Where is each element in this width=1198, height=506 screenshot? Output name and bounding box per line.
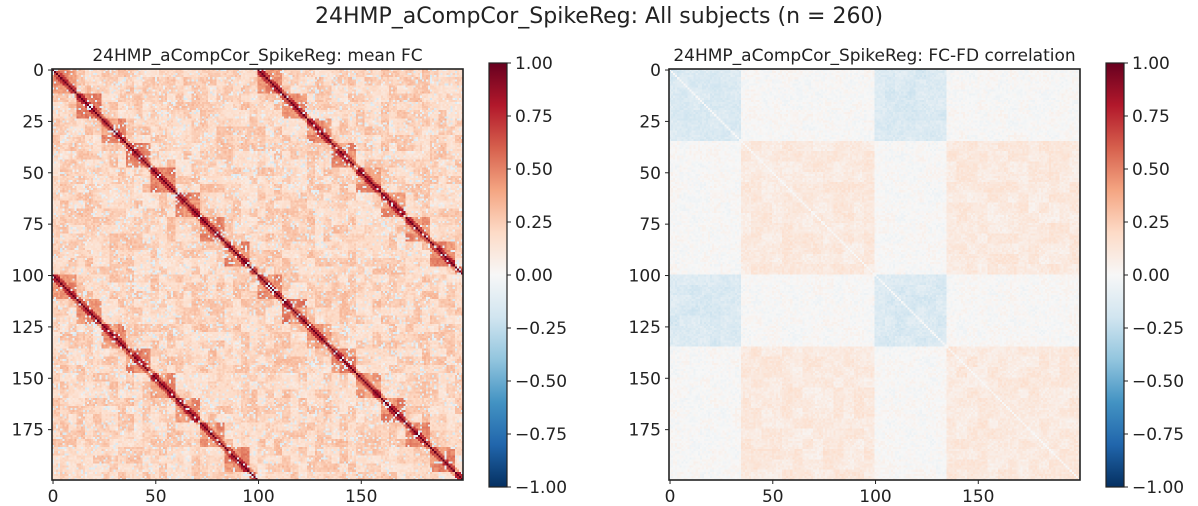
fcfd-xtick-label: 150 <box>962 487 994 506</box>
fcfd-ytick-label: 75 <box>639 215 661 235</box>
fc-colorbar-tick-label: 1.00 <box>515 54 553 74</box>
fc-ytick-label: 150 <box>12 369 44 389</box>
fc-panel: 24HMP_aCompCor_SpikeReg: mean FC 0 50 100 15… <box>12 46 568 506</box>
fcfd-axes-frame <box>668 68 1081 481</box>
fcfd-xtick-label: 0 <box>665 487 676 506</box>
fcfd-ytick-label: 125 <box>629 318 661 338</box>
fc-ytick-label: 100 <box>12 267 44 287</box>
fcfd-title: 24HMP_aCompCor_SpikeReg: FC-FD correlati… <box>673 46 1075 66</box>
fc-ytick-label: 50 <box>22 164 44 184</box>
fcfd-colorbar <box>1105 62 1125 488</box>
fcfd-colorbar-tick-label: 0.25 <box>1132 213 1170 233</box>
fcfd-ytick-label: 25 <box>639 112 661 132</box>
fc-xtick-label: 100 <box>242 487 274 506</box>
fcfd-ytick-label: 100 <box>629 267 661 287</box>
fcfd-colorbar-tick-label: 0.00 <box>1132 266 1170 286</box>
fc-xtick-label: 0 <box>48 487 59 506</box>
fc-colorbar-tick-label: −0.75 <box>515 425 567 445</box>
fc-colorbar-tick-label: 0.75 <box>515 107 553 127</box>
fcfd-ytick-label: 150 <box>629 369 661 389</box>
fcfd-xtick-label: 50 <box>762 487 784 506</box>
fcfd-colorbar-tick-label: −0.75 <box>1132 425 1184 445</box>
fc-ytick-label: 0 <box>33 61 44 81</box>
fcfd-colorbar-tick-label: −1.00 <box>1132 478 1184 498</box>
fc-ytick-label: 125 <box>12 318 44 338</box>
fc-colorbar <box>488 62 508 488</box>
fcfd-heatmap-image <box>669 69 1080 480</box>
fc-ytick-label: 175 <box>12 421 44 441</box>
fc-axes-frame <box>51 68 464 481</box>
fc-heatmap-image <box>52 69 463 480</box>
fcfd-colorbar-tick-label: 0.75 <box>1132 107 1170 127</box>
fcfd-colorbar-tick-label: 1.00 <box>1132 54 1170 74</box>
fcfd-ytick-label: 50 <box>639 164 661 184</box>
fc-colorbar-tick-label: 0.50 <box>515 160 553 180</box>
fcfd-colorbar-tick-label: −0.50 <box>1132 372 1184 392</box>
fcfd-panel: 24HMP_aCompCor_SpikeReg: FC-FD correlati… <box>629 46 1185 506</box>
fc-ytick-label: 25 <box>22 112 44 132</box>
fc-colorbar-tick-label: −0.50 <box>515 372 567 392</box>
fcfd-xtick-label: 100 <box>859 487 891 506</box>
fc-xtick-label: 50 <box>145 487 167 506</box>
fc-xtick-label: 150 <box>345 487 377 506</box>
fc-colorbar-tick-label: 0.00 <box>515 266 553 286</box>
fc-colorbar-tick-label: −1.00 <box>515 478 567 498</box>
fc-ytick-label: 75 <box>22 215 44 235</box>
fcfd-ytick-label: 0 <box>650 61 661 81</box>
fc-colorbar-tick-label: 0.25 <box>515 213 553 233</box>
figure-suptitle: 24HMP_aCompCor_SpikeReg: All subjects (n… <box>314 4 884 29</box>
fcfd-colorbar-tick-label: −0.25 <box>1132 319 1184 339</box>
fc-colorbar-tick-label: −0.25 <box>515 319 567 339</box>
fcfd-colorbar-tick-label: 0.50 <box>1132 160 1170 180</box>
fc-title: 24HMP_aCompCor_SpikeReg: mean FC <box>92 46 422 66</box>
fcfd-ytick-label: 175 <box>629 421 661 441</box>
